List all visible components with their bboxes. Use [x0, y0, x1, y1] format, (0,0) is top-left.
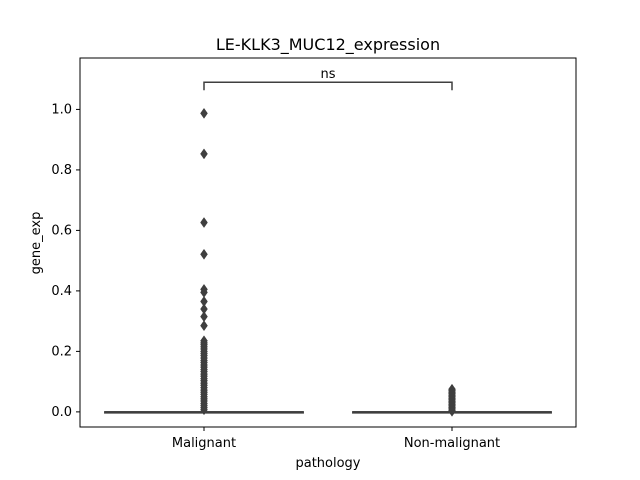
outlier-point [200, 320, 208, 332]
outlier-point [200, 217, 208, 228]
outlier-point [200, 404, 208, 416]
plot-frame [79, 57, 577, 428]
outlier-point [200, 311, 208, 323]
significance-bracket [203, 81, 453, 91]
x-tick-label: Non-malignant [404, 436, 500, 451]
y-tick-label: 0.2 [51, 344, 72, 359]
outlier-point [200, 148, 208, 160]
outliers-layer [200, 107, 456, 417]
y-axis-label: gene_exp [29, 212, 44, 275]
outlier-point [448, 405, 456, 417]
chart-title: LE-KLK3_MUC12_expression [216, 35, 440, 55]
outlier-point [200, 248, 208, 260]
y-axis: 0.0 0.2 0.4 0.6 0.8 1.0 [51, 102, 80, 420]
boxes-layer [104, 411, 552, 414]
outlier-point [200, 107, 208, 119]
y-tick-label: 1.0 [51, 102, 72, 117]
x-axis: Malignant Non-malignant [172, 427, 500, 451]
x-axis-label: pathology [295, 456, 360, 471]
y-tick-label: 0.6 [51, 223, 72, 238]
annotations-layer: ns [203, 67, 453, 91]
y-tick-label: 0.8 [51, 163, 72, 178]
y-tick-label: 0.4 [51, 284, 72, 299]
x-tick-label: Malignant [172, 436, 236, 451]
significance-label: ns [320, 67, 335, 82]
y-tick-label: 0.0 [51, 405, 72, 420]
